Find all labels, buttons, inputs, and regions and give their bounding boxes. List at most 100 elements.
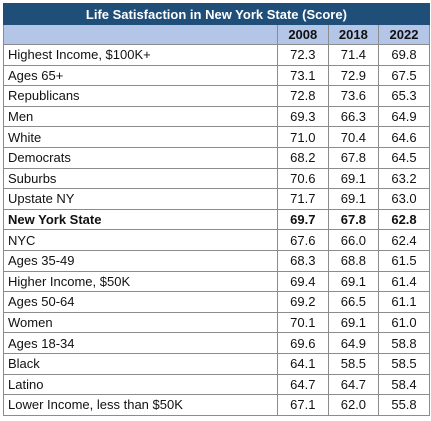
- header-blank-cell: [3, 24, 278, 45]
- row-label: Lower Income, less than $50K: [3, 394, 278, 416]
- table-row: Higher Income, $50K 69.4 69.1 61.4: [3, 270, 430, 293]
- table-row: Ages 18-34 69.6 64.9 58.8: [3, 332, 430, 354]
- value-cell: 61.4: [378, 270, 430, 293]
- table-row: Ages 65+ 73.1 72.9 67.5: [3, 64, 430, 87]
- row-label: New York State: [3, 208, 278, 231]
- table-row: Upstate NY 71.7 69.1 63.0: [3, 188, 430, 210]
- value-cell: 70.6: [277, 167, 329, 190]
- row-label: Men: [3, 105, 278, 128]
- row-label: White: [3, 126, 278, 148]
- value-cell: 67.5: [378, 64, 430, 87]
- value-cell: 72.9: [327, 64, 380, 87]
- value-cell: 64.6: [378, 126, 430, 148]
- title-row: Life Satisfaction in New York State (Sco…: [3, 3, 430, 25]
- row-label: Highest Income, $100K+: [3, 44, 278, 66]
- table-row: Men 69.3 66.3 64.9: [3, 105, 430, 128]
- value-cell: 61.0: [378, 311, 430, 334]
- value-cell: 64.9: [327, 332, 380, 354]
- value-cell: 69.6: [277, 332, 329, 354]
- table-body: Highest Income, $100K+ 72.3 71.4 69.8 Ages 6…: [3, 44, 430, 416]
- value-cell: 65.3: [378, 85, 430, 107]
- year-header-row: 2008 2018 2022: [3, 24, 430, 45]
- row-label: Republicans: [3, 85, 278, 107]
- table-row: Lower Income, less than $50K 67.1 62.0 55.8: [3, 394, 430, 416]
- value-cell: 55.8: [378, 394, 430, 416]
- table-row: New York State 69.7 67.8 62.8: [3, 208, 430, 231]
- row-label: Latino: [3, 373, 278, 396]
- value-cell: 58.8: [378, 332, 430, 354]
- table-row: Democrats 68.2 67.8 64.5: [3, 146, 430, 169]
- value-cell: 69.1: [327, 311, 380, 334]
- value-cell: 67.8: [327, 146, 380, 169]
- value-cell: 67.6: [277, 229, 329, 251]
- value-cell: 71.0: [277, 126, 329, 148]
- value-cell: 62.4: [378, 229, 430, 251]
- table-row: Black 64.1 58.5 58.5: [3, 352, 430, 375]
- table-row: NYC 67.6 66.0 62.4: [3, 229, 430, 251]
- value-cell: 73.1: [277, 64, 329, 87]
- value-cell: 70.1: [277, 311, 329, 334]
- value-cell: 63.2: [378, 167, 430, 190]
- row-label: Ages 35-49: [3, 249, 278, 272]
- value-cell: 69.7: [277, 208, 329, 231]
- table-row: Highest Income, $100K+ 72.3 71.4 69.8: [3, 44, 430, 66]
- column-header: 2008: [277, 24, 329, 45]
- table-row: Ages 50-64 69.2 66.5 61.1: [3, 291, 430, 313]
- row-label: Women: [3, 311, 278, 334]
- table-row: Women 70.1 69.1 61.0: [3, 311, 430, 334]
- value-cell: 61.1: [378, 291, 430, 313]
- value-cell: 69.2: [277, 291, 329, 313]
- row-label: Ages 18-34: [3, 332, 278, 354]
- value-cell: 64.7: [277, 373, 329, 396]
- row-label: Democrats: [3, 146, 278, 169]
- row-label: Upstate NY: [3, 188, 278, 210]
- table-row: White 71.0 70.4 64.6: [3, 126, 430, 148]
- table-row: Suburbs 70.6 69.1 63.2: [3, 167, 430, 190]
- value-cell: 69.3: [277, 105, 329, 128]
- value-cell: 69.4: [277, 270, 329, 293]
- value-cell: 70.4: [327, 126, 380, 148]
- value-cell: 71.4: [327, 44, 380, 66]
- table-row: Latino 64.7 64.7 58.4: [3, 373, 430, 396]
- value-cell: 58.4: [378, 373, 430, 396]
- value-cell: 68.3: [277, 249, 329, 272]
- row-label: Suburbs: [3, 167, 278, 190]
- table-row: Ages 35-49 68.3 68.8 61.5: [3, 249, 430, 272]
- row-label: Ages 50-64: [3, 291, 278, 313]
- row-label: Ages 65+: [3, 64, 278, 87]
- value-cell: 69.1: [327, 188, 380, 210]
- value-cell: 67.1: [277, 394, 329, 416]
- value-cell: 71.7: [277, 188, 329, 210]
- value-cell: 62.0: [327, 394, 380, 416]
- value-cell: 63.0: [378, 188, 430, 210]
- value-cell: 58.5: [327, 352, 380, 375]
- satisfaction-table-container: Life Satisfaction in New York State (Sco…: [3, 3, 430, 416]
- value-cell: 66.3: [327, 105, 380, 128]
- value-cell: 64.5: [378, 146, 430, 169]
- life-satisfaction-table: Life Satisfaction in New York State (Sco…: [3, 3, 430, 416]
- row-label: NYC: [3, 229, 278, 251]
- value-cell: 66.5: [327, 291, 380, 313]
- row-label: Higher Income, $50K: [3, 270, 278, 293]
- value-cell: 73.6: [327, 85, 380, 107]
- table-row: Republicans 72.8 73.6 65.3: [3, 85, 430, 107]
- value-cell: 64.9: [378, 105, 430, 128]
- value-cell: 68.2: [277, 146, 329, 169]
- value-cell: 72.3: [277, 44, 329, 66]
- value-cell: 68.8: [327, 249, 380, 272]
- column-header: 2018: [327, 24, 380, 45]
- value-cell: 72.8: [277, 85, 329, 107]
- table-title: Life Satisfaction in New York State (Sco…: [3, 3, 430, 25]
- value-cell: 66.0: [327, 229, 380, 251]
- value-cell: 61.5: [378, 249, 430, 272]
- value-cell: 58.5: [378, 352, 430, 375]
- value-cell: 69.1: [327, 270, 380, 293]
- value-cell: 64.7: [327, 373, 380, 396]
- row-label: Black: [3, 352, 278, 375]
- value-cell: 67.8: [327, 208, 380, 231]
- value-cell: 69.1: [327, 167, 380, 190]
- value-cell: 64.1: [277, 352, 329, 375]
- value-cell: 69.8: [378, 44, 430, 66]
- value-cell: 62.8: [378, 208, 430, 231]
- column-header: 2022: [378, 24, 430, 45]
